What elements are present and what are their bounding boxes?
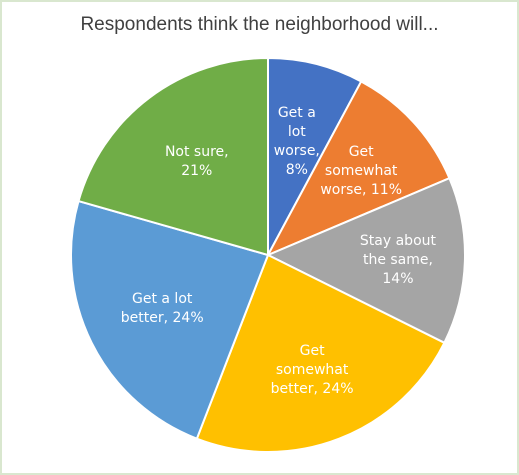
slice-label-1: Get somewhat worse, 11%: [320, 144, 402, 198]
slice-label-line: 21%: [181, 163, 212, 179]
slice-label-line: better, 24%: [121, 310, 204, 326]
chart-title: Respondents think the neighborhood will.…: [80, 14, 439, 35]
pie-slice-0: [267, 56, 363, 256]
pie-slice-2: [265, 176, 466, 345]
slice-label-line: worse,: [274, 143, 320, 159]
slice-label-line: Get: [349, 144, 374, 160]
slice-label-3: Get somewhat better, 24%: [271, 343, 354, 397]
slice-label-line: Not sure,: [165, 144, 229, 160]
slice-label-line: somewhat: [276, 362, 349, 378]
slice-label-line: Get a lot: [132, 291, 193, 307]
slice-label-line: Stay about: [360, 233, 437, 249]
slice-label-line: 8%: [286, 162, 308, 178]
slice-label-line: Get: [300, 343, 325, 359]
slice-label-line: 14%: [382, 271, 413, 287]
slice-label-4: Get a lot better, 24%: [121, 291, 204, 326]
slice-label-2: Stay about the same, 14%: [360, 233, 437, 287]
slice-label-line: the same,: [363, 252, 433, 268]
slice-label-line: lot: [288, 124, 306, 140]
slice-label-0: Get a lot worse, 8%: [274, 105, 320, 178]
pie-slice-5: [77, 56, 269, 257]
slice-label-line: better, 24%: [271, 381, 354, 397]
slice-label-5: Not sure, 21%: [165, 144, 229, 179]
slice-label-line: Get a: [278, 105, 316, 121]
pie-slice-1: [265, 80, 451, 258]
pie-slice-4: [70, 199, 270, 440]
slice-label-line: worse, 11%: [320, 182, 402, 198]
slice-label-line: somewhat: [325, 163, 398, 179]
pie-slice-3: [195, 253, 446, 453]
